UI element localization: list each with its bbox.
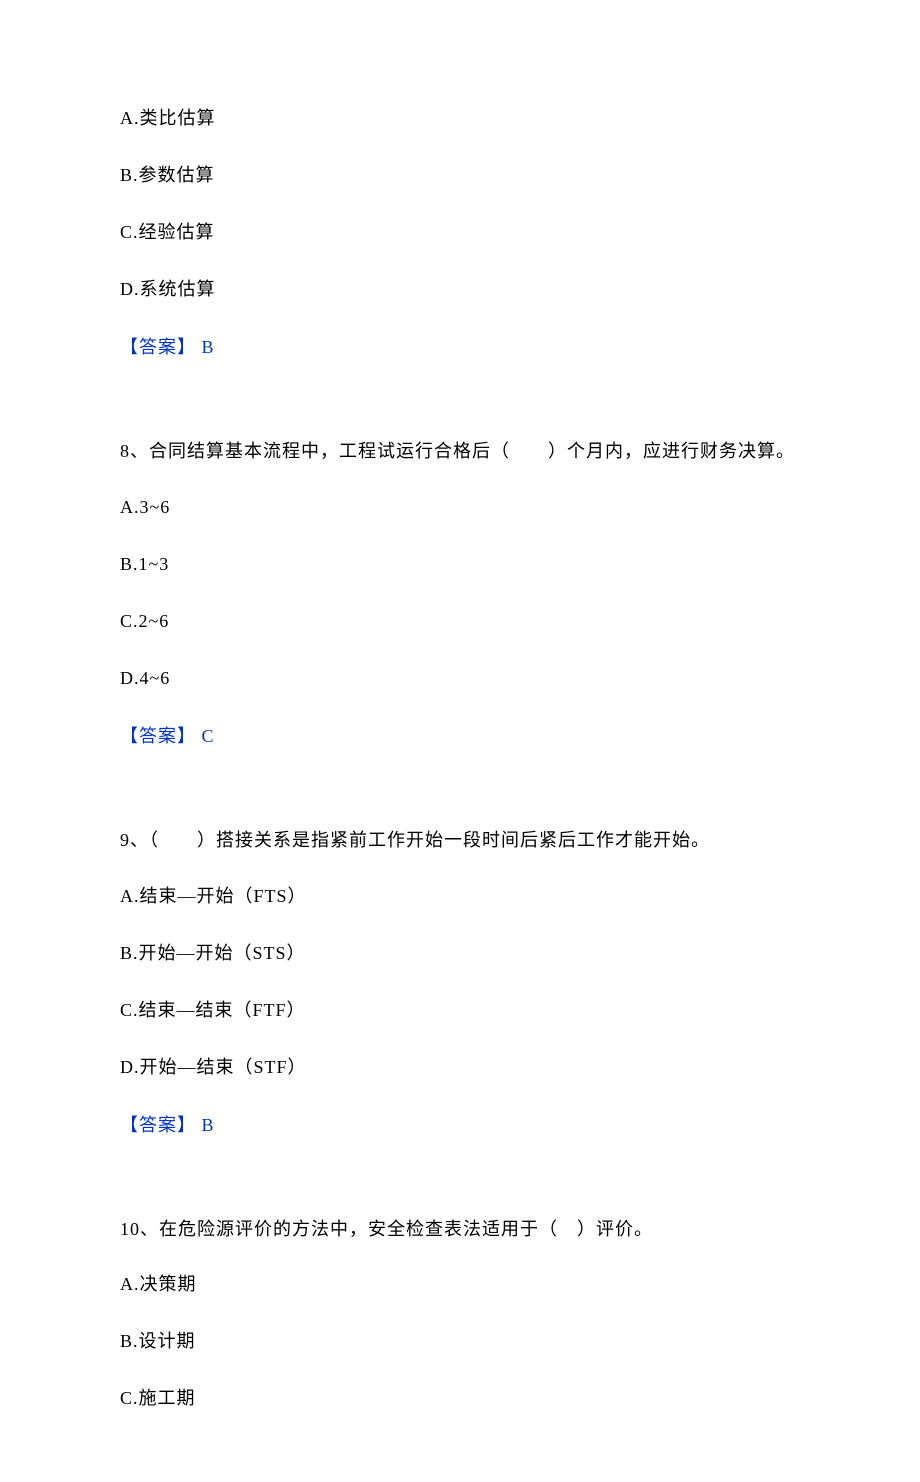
q10-stem: 10、在危险源评价的方法中，安全检查表法适用于（ ）评价。 [120,1215,800,1244]
spacer [120,389,800,437]
q7-answer: 【答案】 B [120,333,800,359]
spacer [120,778,800,826]
q9-answer: 【答案】 B [120,1111,800,1137]
q8-option-c: C.2~6 [120,608,800,635]
q8-stem: 8、合同结算基本流程中，工程试运行合格后（ ）个月内，应进行财务决算。 [120,437,800,466]
q8-option-b: B.1~3 [120,551,800,578]
q7-option-d: D.系统估算 [120,276,800,303]
q9-option-b: B.开始—开始（STS） [120,940,800,967]
q10-option-c: C.施工期 [120,1385,800,1412]
q9-option-d: D.开始—结束（STF） [120,1054,800,1081]
q10-option-b: B.设计期 [120,1328,800,1355]
q8-answer: 【答案】 C [120,722,800,748]
document-content: A.类比估算 B.参数估算 C.经验估算 D.系统估算 【答案】 B 8、合同结… [0,0,920,1482]
q7-option-b: B.参数估算 [120,162,800,189]
q10-option-a: A.决策期 [120,1271,800,1298]
q9-stem: 9、（ ）搭接关系是指紧前工作开始一段时间后紧后工作才能开始。 [120,826,800,855]
q8-option-a: A.3~6 [120,494,800,521]
spacer [120,1167,800,1215]
q8-option-d: D.4~6 [120,665,800,692]
q7-option-c: C.经验估算 [120,219,800,246]
q9-option-c: C.结束—结束（FTF） [120,997,800,1024]
q7-option-a: A.类比估算 [120,105,800,132]
q9-option-a: A.结束—开始（FTS） [120,883,800,910]
